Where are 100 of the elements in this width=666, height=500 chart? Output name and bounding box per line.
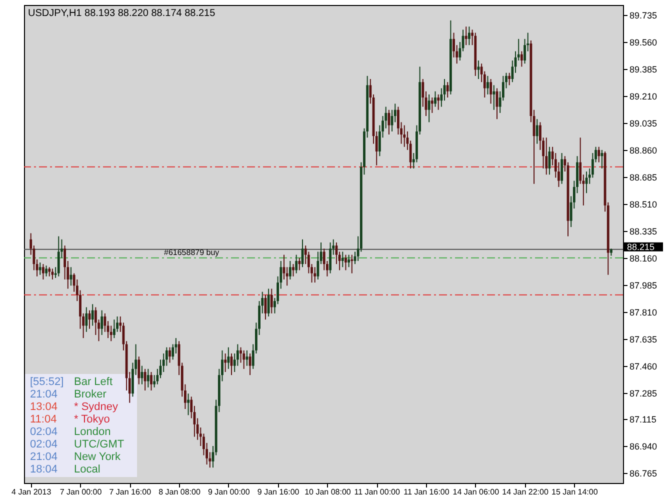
candlestick (267, 288, 270, 317)
y-tick-label: 86.940 (630, 441, 658, 452)
candlestick (598, 146, 600, 163)
chart-title: USDJPY,H1 88.193 88.220 88.174 88.215 (28, 8, 216, 19)
y-tick-label: 87.985 (630, 280, 658, 290)
candlestick (298, 257, 301, 271)
candlestick (446, 82, 449, 98)
candlestick (329, 242, 332, 274)
y-tick-label: 87.460 (630, 361, 658, 372)
candlestick (536, 118, 538, 144)
candlestick (314, 266, 316, 284)
candlestick (508, 72, 511, 86)
candlestick (42, 264, 44, 280)
candlestick (430, 97, 434, 114)
candlestick (144, 368, 146, 391)
annotation: London (74, 426, 111, 438)
candlestick (242, 350, 246, 370)
candlestick (545, 137, 548, 176)
x-tick-label: 8 Jan 08:00 (158, 488, 201, 496)
x-tick-label: 7 Jan 00:00 (60, 488, 102, 496)
candlestick (113, 319, 116, 339)
y-tick-label: 89.210 (630, 91, 658, 102)
candlestick (348, 254, 350, 268)
candlestick (57, 236, 60, 277)
candlestick (437, 94, 440, 110)
y-tick-label: 89.560 (630, 38, 658, 48)
annotation: [55:52] (30, 376, 64, 388)
annotation: 13:04 (30, 401, 58, 413)
annotation: Local (74, 464, 100, 476)
candlestick (292, 264, 294, 277)
annotation: New York (74, 451, 121, 463)
ref-line-label: #61658879 buy (164, 248, 220, 257)
y-tick-label: 87.285 (630, 388, 658, 398)
annotation: 02:04 (30, 426, 58, 438)
candlestick (428, 94, 430, 123)
x-tick-label: 10 Jan 08:00 (304, 488, 352, 496)
candlestick (341, 251, 344, 268)
x-tick-label: 4 Jan 2013 (12, 488, 52, 496)
x-tick-label: 11 Jan 00:00 (354, 488, 400, 496)
y-tick-label: 87.115 (630, 414, 656, 425)
candlestick (224, 352, 227, 372)
candlestick (388, 109, 390, 136)
x-tick-label: 14 Jan 06:00 (452, 488, 500, 496)
candlestick (48, 266, 51, 277)
x-tick-label: 14 Jan 22:00 (502, 488, 549, 496)
candlestick (560, 152, 564, 184)
y-tick-label: 89.035 (630, 118, 658, 128)
y-tick-label: 87.635 (630, 334, 658, 344)
y-tick-label: 88.860 (630, 145, 658, 156)
candlestick (492, 84, 496, 110)
candlestick (468, 26, 470, 46)
candlestick (38, 262, 42, 276)
candlestick (295, 254, 298, 274)
y-tick-label: 88.685 (630, 172, 658, 182)
annotation: 21:04 (30, 388, 58, 400)
candlestick (350, 254, 354, 274)
y-tick-label: 89.385 (630, 64, 658, 74)
candlestick (288, 260, 292, 280)
candlestick (403, 124, 406, 148)
annotation: 02:04 (30, 438, 58, 450)
y-tick-label: 88.335 (630, 226, 658, 236)
candlestick (270, 288, 273, 314)
annotation: * Tokyo (74, 414, 110, 426)
y-tick-label: 87.810 (630, 307, 658, 318)
candlestick (227, 346, 230, 370)
annotation: 11:04 (30, 414, 57, 426)
candlestick (168, 346, 171, 364)
candlestick (91, 304, 94, 326)
candlestick (110, 325, 112, 342)
candlestick (146, 368, 150, 388)
x-tick-label: 9 Jan 00:00 (208, 488, 250, 496)
annotation: * Sydney (74, 401, 119, 413)
annotation: 21:04 (30, 451, 58, 463)
y-tick-label: 88.510 (630, 199, 658, 210)
y-tick-label: 86.765 (630, 468, 658, 478)
annotation: UTC/GMT (74, 438, 124, 450)
x-tick-label: 15 Jan 14:00 (552, 488, 598, 496)
candlestick (434, 90, 436, 108)
candlestick (486, 75, 489, 95)
candlestick (520, 50, 523, 68)
annotation: 18:04 (30, 464, 58, 476)
x-tick-label: 9 Jan 16:00 (257, 488, 300, 496)
candlestick (150, 371, 152, 391)
candlestick (85, 306, 88, 332)
ref-line-label: 88.215 (627, 242, 655, 252)
candlestick (477, 60, 480, 80)
x-tick-label: 7 Jan 16:00 (109, 488, 152, 496)
x-tick-label: 11 Jan 16:00 (404, 488, 450, 496)
candlestick (100, 310, 104, 336)
candlestick (138, 356, 140, 385)
candlestick (464, 26, 468, 46)
candlestick (45, 265, 48, 277)
y-tick-label: 89.735 (630, 10, 658, 21)
annotation: Broker (74, 388, 107, 400)
y-tick-label: 88.160 (630, 253, 658, 264)
candlestick (490, 78, 492, 104)
candlestick (344, 254, 347, 271)
annotation: Bar Left (74, 376, 113, 388)
candlestick (246, 350, 248, 366)
candlestick (187, 393, 190, 416)
